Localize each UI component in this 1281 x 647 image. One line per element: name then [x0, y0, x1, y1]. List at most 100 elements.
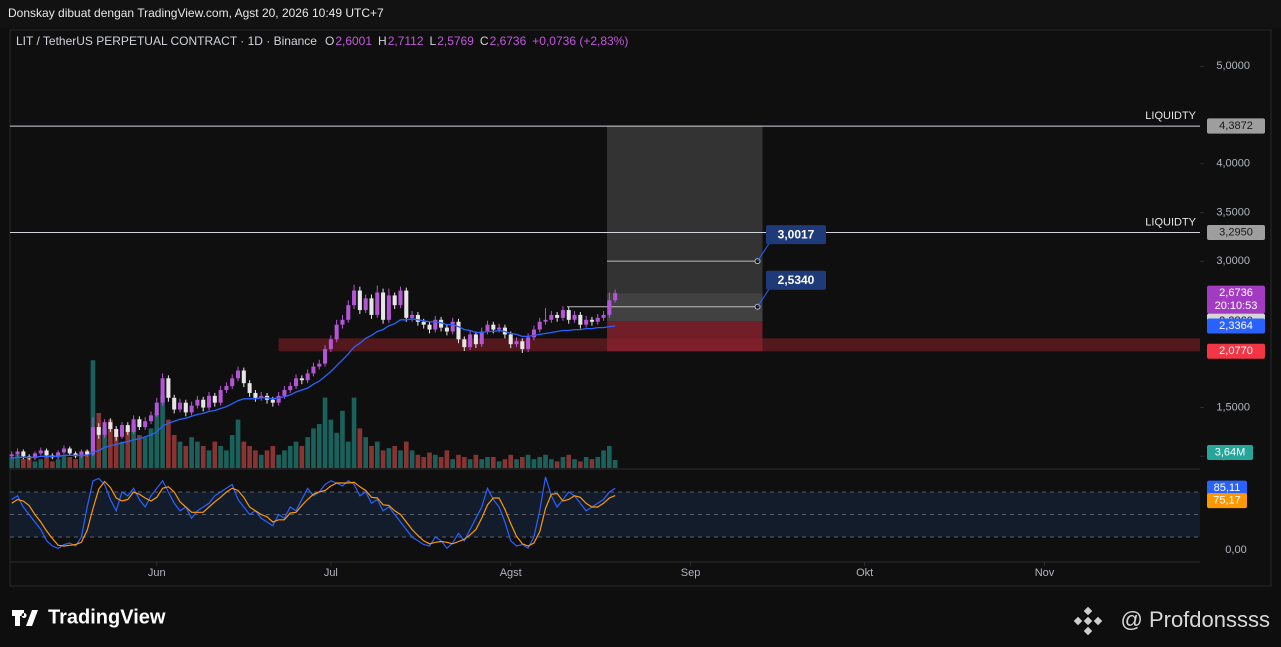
volume-bar [421, 457, 427, 468]
candle-body [456, 321, 461, 340]
candle-body [288, 386, 293, 391]
candle-body [218, 390, 223, 403]
volume-bar [195, 441, 200, 468]
candle-body [85, 451, 90, 455]
candle-body [444, 327, 449, 332]
volume-bar [55, 459, 61, 468]
candle-body [415, 314, 420, 322]
candle-body [404, 290, 409, 318]
candle-body [311, 366, 316, 374]
y-tick-label: 5,0000 [1216, 60, 1250, 72]
candle-body [201, 399, 206, 408]
candle-body [468, 334, 473, 348]
candle-body [601, 314, 606, 318]
candle-body [323, 349, 328, 364]
candle-body [131, 419, 136, 432]
level-label: LIQUIDTY [1145, 110, 1196, 122]
volume-bar [206, 450, 212, 468]
candle-body [206, 395, 212, 408]
x-tick-label: Okt [856, 567, 873, 579]
volume-bar [119, 441, 125, 468]
candle-body [125, 425, 130, 432]
y-tick-label: 3,5000 [1216, 206, 1250, 218]
volume-bar [357, 428, 363, 468]
candle-body [427, 324, 432, 330]
volume-bar [514, 459, 519, 468]
y-tick-label: 1,5000 [1216, 401, 1250, 413]
volume-bar [142, 437, 148, 468]
stoch-tick-label: 0,00 [1225, 544, 1246, 556]
footer: TradingView @ Profdonssss [12, 606, 1271, 636]
volume-bar [305, 437, 310, 468]
price-label-badge [1207, 343, 1265, 359]
candle-body [15, 451, 20, 455]
volume-bar [131, 424, 136, 468]
candle-body [241, 370, 246, 384]
candle-body [253, 392, 258, 398]
candle-body [299, 378, 304, 381]
volume-bar [531, 459, 537, 468]
volume-bar [108, 419, 113, 468]
candle-body [137, 419, 142, 428]
volume-bar [183, 446, 189, 468]
candle-body [589, 319, 594, 322]
volume-bar [229, 435, 235, 468]
volume-bar [125, 428, 131, 468]
candle-body [410, 314, 415, 318]
volume-bar [566, 454, 572, 468]
candle-body [607, 300, 612, 315]
volume-bar [148, 428, 154, 468]
volume-bar [415, 454, 421, 468]
volume-bar [461, 457, 467, 468]
volume-bar [595, 457, 601, 468]
candle-body [56, 452, 61, 458]
header-text: Donskay dibuat dengan TradingView.com, A… [8, 6, 384, 20]
candle-body [195, 399, 200, 406]
candle-body [375, 292, 380, 315]
volume-bar [96, 413, 102, 468]
volume-bar [258, 454, 264, 468]
volume-bar [351, 397, 357, 468]
volume-bar [369, 446, 374, 468]
price-label-badge [1207, 285, 1265, 314]
candle-body [276, 395, 281, 403]
volume-bar [21, 459, 26, 468]
candle-body [154, 402, 159, 416]
candle-body [462, 339, 467, 348]
candle-body [543, 319, 548, 322]
moving-average [11, 318, 616, 459]
volume-bar [235, 419, 241, 468]
volume-bar [26, 457, 32, 468]
volume-bar [363, 437, 368, 468]
candle-body [79, 451, 84, 457]
candle-body [282, 390, 287, 396]
volume-bar [73, 459, 78, 468]
candle-body [352, 290, 357, 306]
volume-bar [334, 432, 339, 468]
candle-body [514, 341, 519, 345]
volume-bar [282, 450, 287, 468]
candle-body [421, 321, 426, 325]
x-tick-label: Jul [324, 567, 338, 579]
candle-body [166, 378, 171, 398]
candle-body [224, 386, 229, 391]
volume-bar [601, 450, 606, 468]
candle-body [381, 292, 386, 320]
legend-letter: C [480, 34, 489, 48]
candle-body [32, 453, 37, 459]
stoch-last-label: 75,17 [1213, 495, 1241, 507]
price-label-badge [1207, 318, 1265, 334]
footer-watermark: @ Profdonssss [1121, 607, 1271, 632]
x-tick-label: Agst [500, 567, 522, 579]
volume-bar [166, 419, 171, 468]
volume-bar [473, 454, 479, 468]
volume-bar [15, 454, 20, 468]
target-badge [766, 270, 826, 290]
stoch-line [11, 480, 616, 547]
candle-body [363, 298, 368, 311]
volume-bar [543, 454, 548, 468]
candle-body [247, 383, 252, 393]
volume-bar [589, 459, 595, 468]
legend-letter: L [430, 34, 437, 48]
volume-bar [432, 454, 438, 468]
